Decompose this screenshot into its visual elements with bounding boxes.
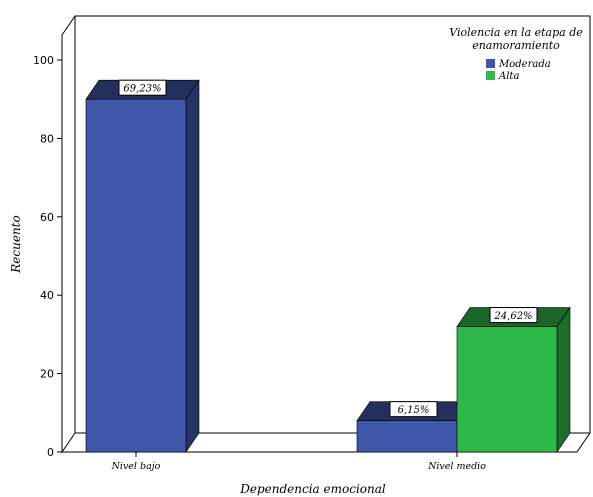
bar <box>456 306 571 453</box>
x-tick-label: Nivel medio <box>427 461 486 472</box>
floor <box>62 432 591 453</box>
bar-front-face <box>456 326 558 453</box>
data-label-box <box>489 307 538 324</box>
data-labels: 69,23% 6,15% 24,62% <box>118 79 538 418</box>
data-label-text: 24,62% <box>493 311 532 322</box>
chart-frame <box>61 15 591 454</box>
data-label-text: 6,15% <box>398 405 430 416</box>
bar-side-face <box>556 306 571 453</box>
y-tick-label: 40 <box>40 289 54 302</box>
y-tick-label: 0 <box>47 446 54 459</box>
left-wall <box>61 15 76 454</box>
legend-swatch-alta <box>486 71 495 80</box>
bar-side-face <box>185 79 200 453</box>
bar <box>85 79 200 453</box>
y-tick-label: 100 <box>33 54 54 67</box>
y-tick-label: 80 <box>40 132 54 145</box>
x-tick-label: Nivel bajo <box>111 461 161 472</box>
legend-title-line1: Violencia en la etapa de <box>449 26 583 39</box>
data-label: 69,23% <box>118 79 167 96</box>
legend-label-moderada: Moderada <box>498 59 551 70</box>
legend-title-line2: enamoramiento <box>472 39 560 52</box>
bar-front-face <box>85 98 187 453</box>
data-label-box <box>389 401 438 418</box>
data-label-text: 69,23% <box>123 84 161 95</box>
data-label-box <box>118 79 167 96</box>
x-axis-title: Dependencia emocional <box>239 482 386 496</box>
y-tick-label: 60 <box>40 211 54 224</box>
y-tick-label: 20 <box>40 368 54 381</box>
y-axis: 0 20 40 60 80 100 <box>33 54 62 459</box>
bar-front-face <box>356 420 458 453</box>
data-label: 24,62% <box>489 307 538 324</box>
legend-swatch-moderada <box>486 59 495 68</box>
legend: Violencia en la etapa de enamoramiento M… <box>449 26 583 82</box>
legend-label-alta: Alta <box>498 71 519 82</box>
y-axis-title: Recuento <box>9 215 23 273</box>
bars <box>85 79 571 453</box>
data-label: 6,15% <box>389 401 438 418</box>
x-axis: Nivel bajo Nivel medio <box>111 452 486 472</box>
